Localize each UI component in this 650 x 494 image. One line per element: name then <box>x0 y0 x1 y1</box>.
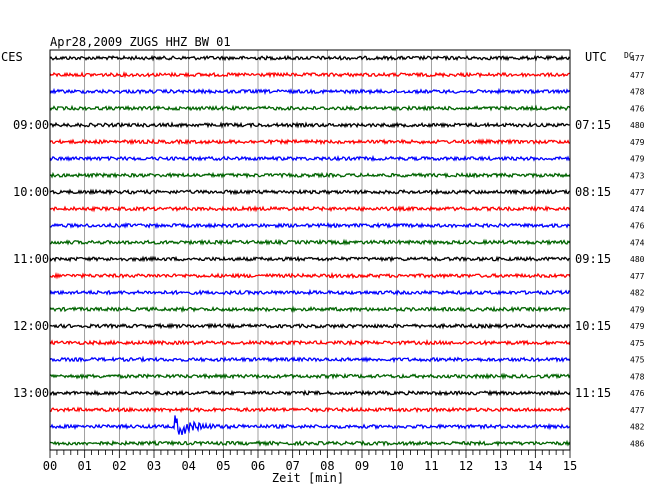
dc-value: 476 <box>630 222 645 231</box>
x-axis: 00 01 02 03 04 05 06 07 08 09 10 11 12 13 14 15 <box>43 450 577 473</box>
dc-value: 479 <box>630 138 645 147</box>
trace-row-5 <box>49 138 571 146</box>
trace-row-15 <box>49 305 571 313</box>
trace-row-13 <box>49 271 571 280</box>
trace-row-14 <box>49 288 571 297</box>
dc-value: 479 <box>630 305 645 314</box>
left-time-label: 11:00 <box>13 252 49 266</box>
dc-value: 478 <box>630 88 645 97</box>
right-axis-unit: UTC <box>585 50 607 64</box>
x-tick-label: 03 <box>147 459 161 473</box>
right-time-label: 09:15 <box>575 252 611 266</box>
dc-value: 478 <box>630 372 645 381</box>
dc-value-labels: 477 477 478 476 480 479 479 473 477 474 476 474 480 4… <box>630 54 645 448</box>
time-grid <box>84 50 536 450</box>
dc-value: 475 <box>630 339 645 348</box>
right-time-label: 10:15 <box>575 319 611 333</box>
dc-value: 479 <box>630 322 645 331</box>
x-tick-label: 10 <box>389 459 403 473</box>
trace-row-16 <box>49 322 571 330</box>
dc-value: 482 <box>630 289 645 298</box>
dc-value: 474 <box>630 238 645 247</box>
trace-row-4 <box>49 121 571 129</box>
trace-row-0 <box>49 54 571 62</box>
x-tick-label: 01 <box>77 459 91 473</box>
x-tick-label: 07 <box>285 459 299 473</box>
dc-value: 480 <box>630 121 645 130</box>
x-tick-label: 06 <box>251 459 265 473</box>
dc-value: 486 <box>630 439 645 448</box>
dc-value: 482 <box>630 423 645 432</box>
x-tick-label: 14 <box>528 459 542 473</box>
x-tick-label: 09 <box>355 459 369 473</box>
x-axis-label: Zeit [min] <box>272 471 344 485</box>
dc-value: 477 <box>630 188 645 197</box>
trace-row-21 <box>49 406 571 414</box>
x-tick-label: 13 <box>493 459 507 473</box>
right-time-labels: 07:15 08:15 09:15 10:15 11:15 <box>575 118 611 400</box>
dc-value: 476 <box>630 389 645 398</box>
chart-title: Apr28,2009 ZUGS HHZ BW 01 <box>50 35 231 49</box>
right-time-label: 07:15 <box>575 118 611 132</box>
dc-value: 474 <box>630 205 645 214</box>
left-time-label: 12:00 <box>13 319 49 333</box>
right-time-label: 08:15 <box>575 185 611 199</box>
trace-row-23 <box>49 439 571 447</box>
left-axis-unit: CES <box>1 50 23 64</box>
left-time-label: 13:00 <box>13 386 49 400</box>
trace-row-9 <box>49 204 571 213</box>
x-tick-label: 12 <box>459 459 473 473</box>
dc-value: 477 <box>630 54 645 63</box>
x-tick-label: 08 <box>320 459 334 473</box>
x-tick-label: 15 <box>563 459 577 473</box>
left-time-label: 09:00 <box>13 118 49 132</box>
trace-row-10 <box>49 222 571 230</box>
trace-row-8 <box>49 188 571 196</box>
x-tick-label: 05 <box>216 459 230 473</box>
plot-frame <box>49 49 571 451</box>
dc-value: 473 <box>630 171 645 180</box>
trace-row-17 <box>49 339 571 347</box>
trace-group <box>49 54 571 447</box>
x-tick-label: 04 <box>181 459 195 473</box>
trace-row-20 <box>49 389 571 397</box>
trace-row-19 <box>49 372 571 381</box>
right-time-label: 11:15 <box>575 386 611 400</box>
left-time-label: 10:00 <box>13 185 49 199</box>
trace-row-22 <box>49 415 571 436</box>
trace-row-2 <box>49 87 571 96</box>
trace-row-18 <box>49 355 571 364</box>
trace-row-3 <box>49 104 571 112</box>
trace-row-1 <box>49 70 570 79</box>
trace-row-11 <box>49 238 571 246</box>
dc-value: 479 <box>630 155 645 164</box>
dc-value: 480 <box>630 255 645 264</box>
x-tick-label: 00 <box>43 459 57 473</box>
trace-row-7 <box>49 171 571 179</box>
left-time-labels: 09:00 10:00 11:00 12:00 13:00 <box>13 118 49 400</box>
x-tick-label: 02 <box>112 459 126 473</box>
trace-row-12 <box>49 255 571 263</box>
dc-value: 477 <box>630 406 645 415</box>
dc-value: 475 <box>630 356 645 365</box>
x-tick-label: 11 <box>424 459 438 473</box>
dc-value: 477 <box>630 71 645 80</box>
dc-value: 476 <box>630 104 645 113</box>
dc-label: DC <box>624 51 634 60</box>
trace-row-6 <box>49 154 571 162</box>
dc-value: 477 <box>630 272 645 281</box>
